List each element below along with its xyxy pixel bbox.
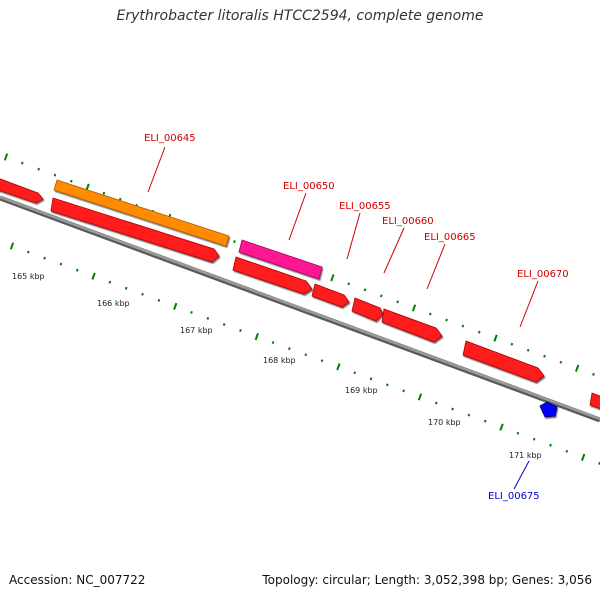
ruler-minor-tick (532, 437, 536, 441)
outer-track-minor-tick (559, 360, 563, 364)
gene-label-eli-00670[interactable]: ELI_00670 (517, 269, 569, 280)
outer-track-minor-tick (477, 330, 481, 334)
ruler-minor-tick (467, 413, 471, 417)
ruler-minor-tick (124, 286, 128, 290)
feature-track-lower (50, 197, 600, 418)
ruler-label: 168 kbp (263, 356, 296, 365)
gene-bar-eli-00650[interactable] (238, 239, 323, 280)
ruler-label: 166 kbp (97, 299, 130, 308)
ruler-minor-tick (369, 377, 373, 381)
gene-label-eli-00655[interactable]: ELI_00655 (339, 201, 391, 212)
outer-track-major-tick (3, 153, 9, 161)
gene-arrow-left-partial[interactable] (0, 177, 44, 204)
ruler-major-tick (9, 242, 15, 250)
gene-arrow-eli-00665[interactable] (381, 308, 443, 343)
ruler-minor-tick (516, 431, 520, 435)
ruler-major-tick (173, 302, 178, 311)
ruler-label: 170 kbp (428, 418, 461, 427)
outer-track-minor-tick (233, 240, 236, 244)
outer-track-minor-tick (347, 282, 351, 286)
ruler-minor-tick (483, 419, 487, 423)
ruler-minor-tick (353, 371, 357, 375)
ruler-minor-tick (549, 443, 552, 447)
outer-track-minor-tick (118, 197, 122, 201)
outer-track-major-tick (574, 364, 580, 372)
gene-label-eli-00645[interactable]: ELI_00645 (144, 133, 196, 144)
gene-arrow-eli-00660[interactable] (351, 297, 384, 322)
outer-track-minor-tick (37, 167, 41, 171)
ruler-label: 165 kbp (12, 272, 45, 281)
feature-track-upper (0, 177, 323, 280)
outer-track-minor-tick (53, 173, 57, 177)
ruler-labels: 165 kbp 166 kbp 167 kbp 168 kbp 169 kbp 170 k… (12, 272, 542, 460)
rna-feature-eli-00675[interactable] (539, 401, 558, 418)
gene-label-eli-00665[interactable]: ELI_00665 (424, 232, 476, 243)
ruler-minor-tick (304, 353, 308, 357)
ruler-label: 171 kbp (509, 451, 542, 460)
gene-label-eli-00660[interactable]: ELI_00660 (382, 216, 434, 227)
ruler-minor-tick (26, 250, 30, 254)
genome-backbone (0, 195, 600, 423)
ruler-minor-tick (434, 401, 438, 405)
gene-arrow-right-partial[interactable] (589, 392, 600, 412)
ruler-minor-tick (190, 310, 193, 314)
outer-track-minor-tick (543, 354, 546, 358)
ruler-major-tick (580, 453, 586, 461)
ruler-major-tick (499, 423, 504, 431)
ruler-major-tick (254, 332, 259, 341)
outer-track-minor-tick (363, 288, 367, 292)
ruler-minor-tick (288, 347, 291, 351)
gene-label-eli-00650[interactable]: ELI_00650 (283, 181, 335, 192)
ruler-major-tick (417, 393, 423, 401)
map-title: Erythrobacter litoralis HTCC2594, comple… (116, 8, 484, 24)
outer-track-minor-tick (379, 294, 383, 298)
outer-track-major-tick (411, 304, 417, 312)
outer-track-minor-tick (526, 348, 530, 352)
outer-track-minor-tick (461, 324, 465, 328)
outer-track-minor-tick (445, 318, 448, 322)
ruler-minor-tick (239, 329, 242, 333)
outer-track-minor-tick (102, 191, 106, 195)
gene-bar-eli-00645[interactable] (53, 179, 230, 247)
outer-track-major-tick (330, 274, 335, 282)
label-leaders (147, 146, 539, 490)
ruler-minor-tick (320, 359, 324, 363)
outer-track-minor-tick (396, 300, 400, 304)
ruler-minor-tick (157, 298, 161, 302)
gene-arrow-eli-00670[interactable] (462, 340, 545, 383)
ruler-major-tick (336, 363, 341, 371)
outer-track-minor-tick (20, 161, 24, 165)
ruler-tick-track (9, 242, 600, 465)
gene-arrow-eli-00650[interactable] (232, 256, 313, 295)
outer-track-major-tick (493, 334, 498, 342)
gene-label-eli-00675[interactable]: ELI_00675 (488, 491, 540, 502)
gene-labels: ELI_00645 ELI_00650 ELI_00655 ELI_00660 … (144, 133, 569, 502)
outer-track-minor-tick (592, 372, 595, 376)
ruler-minor-tick (271, 341, 275, 345)
ruler-minor-tick (75, 268, 79, 272)
ruler-label: 167 kbp (180, 326, 213, 335)
accession-label: Accession: NC_007722 (9, 573, 146, 587)
gene-arrow-eli-00655[interactable] (311, 283, 350, 308)
ruler-minor-tick (222, 323, 226, 326)
ruler-minor-tick (385, 383, 389, 387)
ruler-major-tick (91, 272, 96, 280)
ruler-label: 169 kbp (345, 386, 378, 395)
outer-track-minor-tick (428, 312, 432, 316)
ruler-minor-tick (451, 407, 454, 411)
ruler-minor-tick (402, 389, 406, 393)
ruler-minor-tick (141, 292, 144, 296)
gene-arrow-eli-00645[interactable] (50, 197, 220, 263)
ruler-minor-tick (206, 316, 210, 320)
ruler-minor-tick (43, 256, 47, 260)
topology-summary: Topology: circular; Length: 3,052,398 bp… (262, 573, 592, 587)
ruler-minor-tick (59, 262, 63, 266)
outer-track-minor-tick (69, 179, 73, 183)
outer-track-minor-tick (510, 342, 514, 346)
ruler-minor-tick (108, 280, 112, 284)
ruler-minor-tick (565, 449, 569, 453)
